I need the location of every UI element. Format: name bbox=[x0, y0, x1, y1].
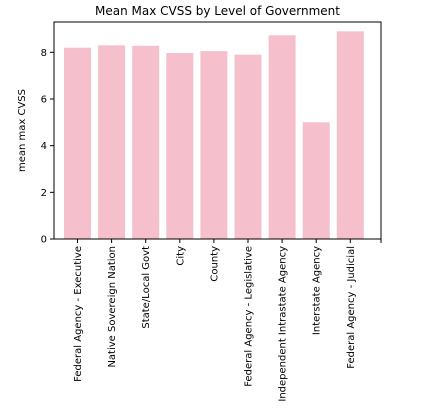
plot-frame bbox=[53, 21, 382, 240]
bar bbox=[336, 31, 364, 240]
bar bbox=[166, 53, 194, 240]
y-tick-label: 6 bbox=[41, 95, 47, 106]
x-tick-label: State/Local Govt bbox=[141, 246, 152, 329]
bar bbox=[234, 54, 262, 239]
x-tick-label: Federal Agency - Legislative bbox=[244, 246, 255, 387]
x-tick-label: Federal Agency - Judicial bbox=[346, 246, 357, 369]
bar bbox=[268, 35, 296, 239]
y-tick-label: 4 bbox=[41, 141, 47, 152]
bars-group bbox=[64, 31, 364, 240]
x-tick-label: Interstate Agency bbox=[312, 246, 323, 335]
bar bbox=[132, 45, 160, 239]
y-tick-label: 0 bbox=[41, 235, 47, 246]
bar bbox=[200, 51, 228, 239]
bar bbox=[302, 122, 330, 239]
y-tick-label: 2 bbox=[41, 188, 47, 199]
y-tick-label: 8 bbox=[41, 48, 47, 59]
y-axis-label: mean max CVSS bbox=[17, 89, 28, 172]
x-axis: Federal Agency - Executive Native Soverei… bbox=[73, 239, 382, 402]
x-tick-label: Native Sovereign Nation bbox=[107, 246, 118, 368]
bar bbox=[64, 47, 91, 239]
x-tick-label: City bbox=[175, 246, 186, 266]
bar bbox=[98, 45, 126, 240]
x-tick-label: County bbox=[209, 246, 220, 282]
chart-title: Mean Max CVSS by Level of Government bbox=[95, 4, 340, 18]
x-tick-label: Federal Agency - Executive bbox=[73, 246, 84, 382]
x-tick-label: Independent Intrastate Agency bbox=[278, 246, 289, 402]
axes-box bbox=[53, 21, 382, 240]
y-axis: 0 2 4 6 8 bbox=[41, 48, 54, 246]
